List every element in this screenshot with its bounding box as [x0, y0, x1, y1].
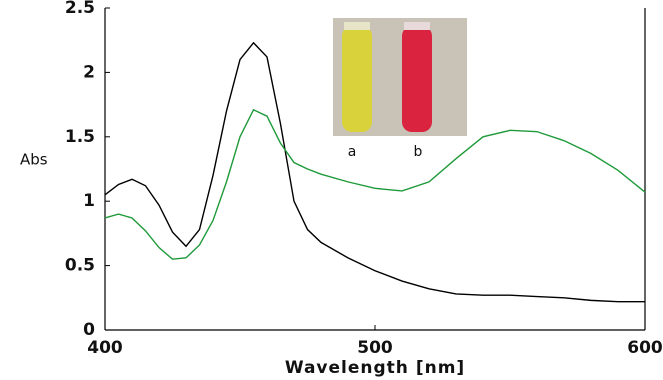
inset-photo: a b: [333, 18, 467, 160]
x-axis-label: Wavelength [nm]: [285, 358, 465, 378]
y-tick-label: 1: [83, 191, 95, 211]
tube-label: a: [348, 144, 357, 160]
y-tick-label: 1.5: [65, 127, 95, 147]
x-tick-label: 400: [87, 338, 123, 358]
line-series: [104, 108, 646, 260]
tube-a: [342, 26, 372, 132]
x-tick-label: 600: [627, 338, 663, 358]
y-axis-label: Abs: [20, 151, 48, 169]
tube-b-top: [404, 22, 430, 30]
y-tick-label: 0.5: [65, 256, 95, 276]
tube-label: b: [414, 144, 423, 160]
y-tick-label: 2.5: [65, 0, 95, 18]
x-tick-label: 500: [357, 338, 393, 358]
tube-a-top: [344, 22, 370, 30]
line-series: [104, 41, 645, 303]
y-tick-label: 2: [83, 62, 95, 82]
tube-b: [402, 26, 432, 132]
y-tick-label: 0: [83, 320, 95, 340]
